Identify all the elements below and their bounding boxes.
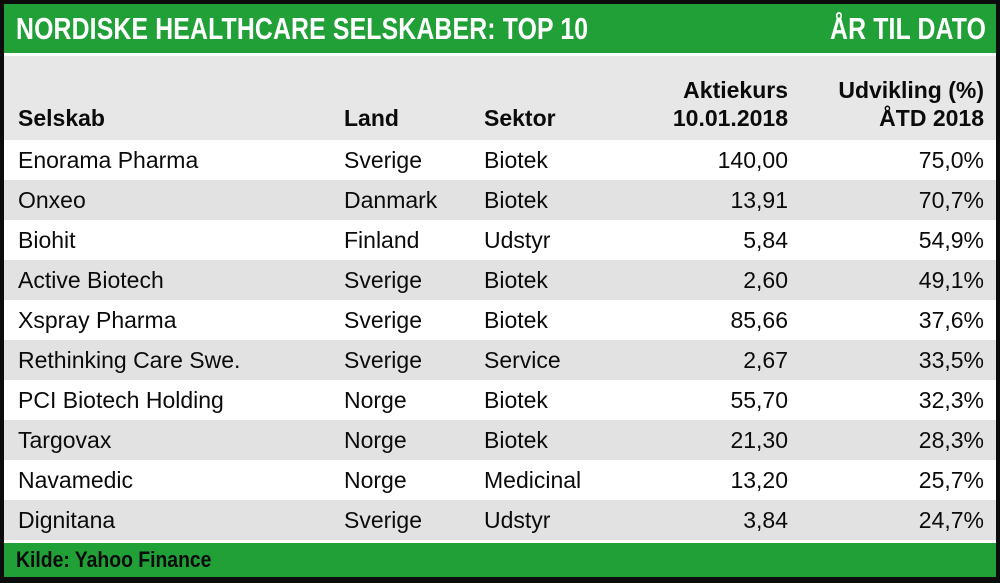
column-header-udvikling: Udvikling (%) ÅTD 2018: [838, 76, 984, 131]
cell-selskab: Active Biotech: [18, 266, 164, 293]
column-header-land: Land: [344, 104, 399, 131]
cell-sektor: Biotek: [484, 266, 548, 293]
cell-aktiekurs: 55,70: [730, 386, 788, 413]
title-period-label: ÅR TIL DATO: [829, 10, 986, 46]
table-row: PCI Biotech Holding Norge Biotek 55,70 3…: [4, 380, 996, 420]
cell-udvikling: 25,7%: [918, 466, 984, 493]
cell-aktiekurs: 5,84: [743, 226, 788, 253]
cell-sektor: Udstyr: [484, 506, 551, 533]
cell-udvikling: 54,9%: [918, 226, 984, 253]
table-row: Rethinking Care Swe. Sverige Service 2,6…: [4, 340, 996, 380]
cell-udvikling: 28,3%: [918, 426, 984, 453]
table-header-row: Selskab Land Sektor Aktiekurs 10.01.2018…: [4, 56, 996, 140]
cell-selskab: Biohit: [18, 226, 76, 253]
source-bar: Kilde: Yahoo Finance: [4, 543, 996, 577]
cell-land: Sverige: [344, 306, 422, 333]
table-row: Dignitana Sverige Udstyr 3,84 24,7%: [4, 500, 996, 540]
cell-land: Danmark: [344, 186, 438, 213]
cell-land: Sverige: [344, 346, 422, 373]
cell-udvikling: 33,5%: [918, 346, 984, 373]
cell-selskab: Dignitana: [18, 506, 116, 533]
column-header-sektor: Sektor: [484, 104, 556, 131]
table-row: Enorama Pharma Sverige Biotek 140,00 75,…: [4, 140, 996, 180]
cell-udvikling: 75,0%: [918, 146, 984, 173]
cell-aktiekurs: 13,91: [730, 186, 788, 213]
table-row: Targovax Norge Biotek 21,30 28,3%: [4, 420, 996, 460]
cell-land: Norge: [344, 466, 407, 493]
cell-sektor: Biotek: [484, 186, 548, 213]
cell-land: Sverige: [344, 506, 422, 533]
cell-selskab: Xspray Pharma: [18, 306, 177, 333]
cell-selskab: Onxeo: [18, 186, 86, 213]
cell-selskab: Targovax: [18, 426, 112, 453]
cell-sektor: Service: [484, 346, 561, 373]
cell-aktiekurs: 140,00: [717, 146, 788, 173]
table-row: Navamedic Norge Medicinal 13,20 25,7%: [4, 460, 996, 500]
cell-sektor: Biotek: [484, 426, 548, 453]
column-header-aktiekurs: Aktiekurs 10.01.2018: [672, 76, 788, 131]
cell-sektor: Biotek: [484, 386, 548, 413]
cell-selskab: PCI Biotech Holding: [18, 386, 224, 413]
table-row: Active Biotech Sverige Biotek 2,60 49,1%: [4, 260, 996, 300]
cell-land: Norge: [344, 426, 407, 453]
table-row: Xspray Pharma Sverige Biotek 85,66 37,6%: [4, 300, 996, 340]
cell-land: Norge: [344, 386, 407, 413]
cell-sektor: Medicinal: [484, 466, 582, 493]
cell-sektor: Biotek: [484, 146, 548, 173]
cell-aktiekurs: 3,84: [743, 506, 788, 533]
title-bar: NORDISKE HEALTHCARE SELSKABER: TOP 10 ÅR…: [4, 4, 996, 56]
cell-aktiekurs: 21,30: [730, 426, 788, 453]
cell-selskab: Navamedic: [18, 466, 134, 493]
source-label: Kilde: Yahoo Finance: [16, 547, 212, 572]
cell-aktiekurs: 85,66: [730, 306, 788, 333]
cell-selskab: Enorama Pharma: [18, 146, 199, 173]
page-title: NORDISKE HEALTHCARE SELSKABER: TOP 10: [16, 10, 589, 46]
table-row: Onxeo Danmark Biotek 13,91 70,7%: [4, 180, 996, 220]
cell-udvikling: 49,1%: [918, 266, 984, 293]
cell-udvikling: 37,6%: [918, 306, 984, 333]
cell-sektor: Biotek: [484, 306, 548, 333]
cell-land: Sverige: [344, 266, 422, 293]
cell-sektor: Udstyr: [484, 226, 551, 253]
cell-aktiekurs: 2,60: [743, 266, 788, 293]
cell-land: Finland: [344, 226, 420, 253]
column-header-selskab: Selskab: [18, 104, 105, 131]
cell-land: Sverige: [344, 146, 422, 173]
cell-aktiekurs: 2,67: [743, 346, 788, 373]
table-row: Biohit Finland Udstyr 5,84 54,9%: [4, 220, 996, 260]
cell-udvikling: 32,3%: [918, 386, 984, 413]
cell-selskab: Rethinking Care Swe.: [18, 346, 241, 373]
cell-udvikling: 70,7%: [918, 186, 984, 213]
cell-udvikling: 24,7%: [918, 506, 984, 533]
cell-aktiekurs: 13,20: [730, 466, 788, 493]
table-body: Enorama Pharma Sverige Biotek 140,00 75,…: [4, 140, 996, 543]
